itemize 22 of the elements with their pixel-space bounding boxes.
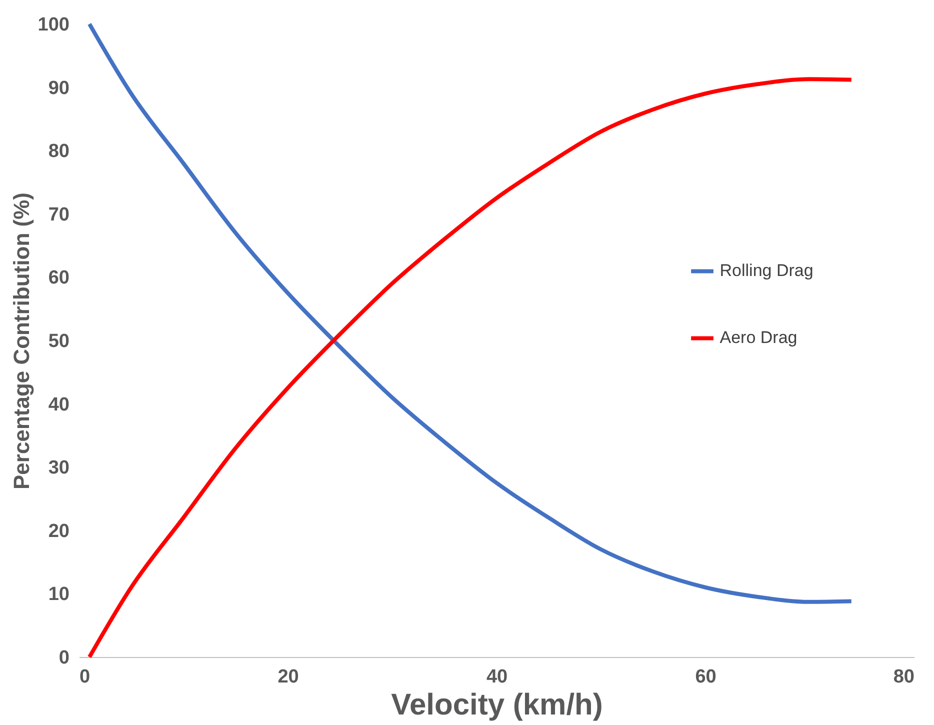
line-series	[87, 77, 854, 659]
line-series	[87, 22, 854, 604]
y-tick-label: 80	[48, 141, 70, 162]
y-tick-label: 20	[48, 520, 70, 542]
x-axis-title: Velocity (km/h)	[391, 688, 603, 722]
legend-label: Rolling Drag	[720, 261, 814, 280]
x-tick-label: 20	[278, 666, 299, 688]
y-tick-label: 40	[48, 394, 70, 416]
y-axis-title: Percentage Contribution (%)	[8, 192, 34, 490]
legend-label: Aero Drag	[720, 328, 798, 348]
y-tick-label: 60	[48, 268, 70, 289]
y-tick-label: 90	[48, 78, 70, 99]
y-tick-label: 100	[38, 14, 70, 36]
y-tick-label: 50	[48, 331, 70, 352]
x-tick-label: 60	[695, 666, 716, 688]
y-tick-label: 30	[48, 458, 70, 479]
y-tick-label: 70	[48, 204, 70, 226]
x-tick-label: 80	[893, 666, 914, 688]
y-tick-label: 10	[48, 584, 70, 606]
x-tick-label: 40	[486, 666, 508, 688]
x-tick-label: 0	[80, 666, 90, 688]
y-tick-label: 0	[58, 648, 70, 668]
